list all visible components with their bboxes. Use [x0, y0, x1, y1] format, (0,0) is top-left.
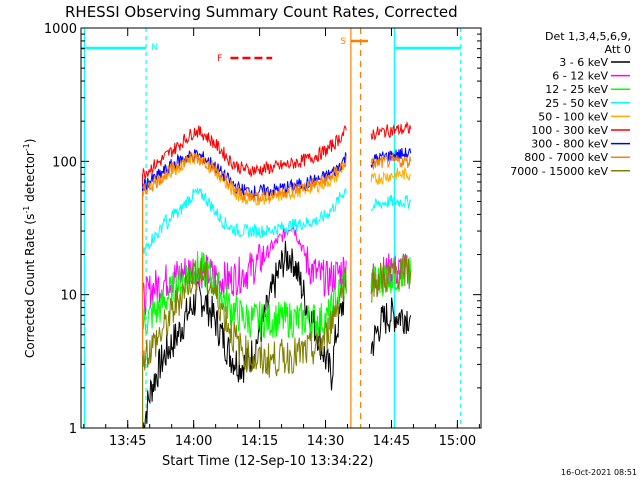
series-line-3 — [142, 187, 412, 256]
series-line-7 — [142, 151, 412, 203]
legend-label-7: 800 - 7000 keV — [524, 151, 608, 164]
legend-label-5: 100 - 300 keV — [531, 124, 608, 137]
y-tick-label-0: 1 — [69, 422, 77, 437]
y-tick-label-1: 10 — [60, 289, 77, 304]
y-axis-label-mid: detector — [23, 151, 37, 206]
y-tick-label-2: 100 — [52, 155, 77, 170]
legend-label-8: 7000 - 15000 keV — [510, 165, 608, 178]
x-axis-label: Start Time (12-Sep-10 13:34:22) — [162, 454, 373, 469]
legend-label-6: 300 - 800 keV — [531, 138, 608, 151]
legend-label-2: 12 - 25 keV — [545, 83, 608, 96]
flag-label-n: N — [151, 43, 158, 53]
x-tick-label-3: 14:30 — [307, 434, 344, 449]
legend-label-1: 6 - 12 keV — [552, 70, 608, 83]
x-tick-label-0: 13:45 — [109, 434, 146, 449]
legend-label-0: 3 - 6 keV — [559, 56, 608, 69]
legend-header-line-1: Det 1,3,4,5,6,9, — [545, 30, 631, 43]
chart-title: RHESSI Observing Summary Count Rates, Co… — [65, 3, 458, 21]
plot-frame — [80, 27, 482, 429]
x-tick-label-5: 15:00 — [439, 434, 476, 449]
timestamp: 16-Oct-2021 08:51 — [561, 468, 637, 477]
series-8 — [142, 253, 412, 428]
y-axis-label-pre: Corrected Count Rate (s — [23, 214, 37, 358]
x-axis-ticks: 13:45 14:00 14:15 14:30 14:45 15:00 — [83, 28, 480, 449]
series-line-8 — [142, 253, 412, 378]
legend-label-4: 50 - 100 keV — [538, 110, 608, 123]
y-tick-label-3: 1000 — [44, 22, 77, 37]
flag-label-f: F — [217, 54, 222, 64]
y-axis-label-post: ) — [23, 139, 37, 144]
y-axis-ticks: 1 10 100 1000 — [44, 22, 481, 437]
series-2 — [142, 251, 412, 428]
x-tick-label-2: 14:15 — [241, 434, 278, 449]
x-tick-label-4: 14:45 — [373, 434, 410, 449]
y-axis-label-sup1: -1 — [22, 206, 31, 214]
flag-label-s: S — [340, 37, 346, 47]
y-axis-label: Corrected Count Rate (s-1 detector-1) — [22, 139, 37, 358]
y-axis-label-sup2: -1 — [22, 143, 31, 151]
flags: N F S — [81, 37, 461, 64]
series-line-5 — [142, 120, 412, 180]
series-3 — [142, 187, 412, 428]
plot-area: N F S — [81, 28, 462, 429]
legend-header-line-2: Att 0 — [605, 43, 631, 56]
series-line-6 — [142, 147, 412, 199]
x-tick-label-1: 14:00 — [175, 434, 212, 449]
legend-label-3: 25 - 50 keV — [545, 97, 608, 110]
